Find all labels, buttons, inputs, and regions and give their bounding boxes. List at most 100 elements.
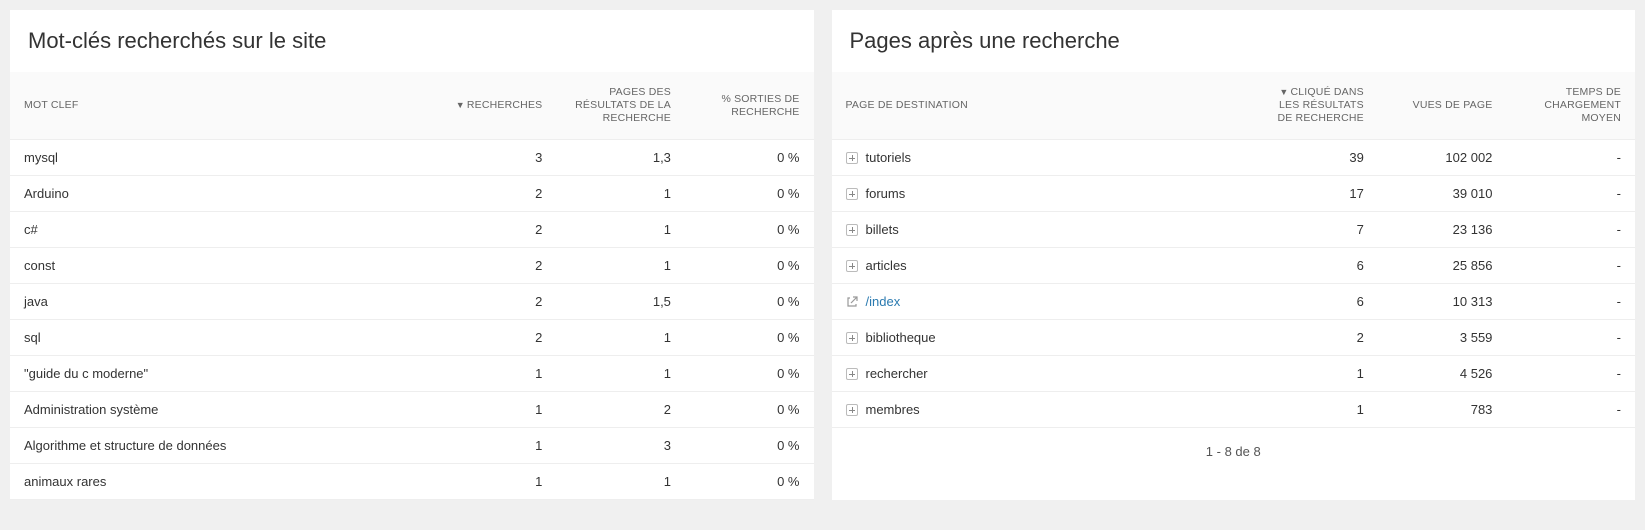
clicked-cell: 17 bbox=[1249, 176, 1378, 212]
exit_pct-cell: 0 % bbox=[685, 140, 814, 176]
col-keyword[interactable]: MOT CLEF bbox=[10, 72, 428, 140]
searches-cell: 3 bbox=[428, 140, 557, 176]
table-row[interactable]: billets723 136- bbox=[832, 212, 1636, 248]
keyword-cell: Algorithme et structure de données bbox=[10, 428, 428, 464]
destination-label: rechercher bbox=[866, 366, 928, 381]
results_pages-cell: 1 bbox=[556, 320, 685, 356]
expand-icon[interactable] bbox=[846, 404, 858, 416]
results_pages-cell: 1 bbox=[556, 212, 685, 248]
col-clicked[interactable]: ▼CLIQUÉ DANS LES RÉSULTATS DE RECHERCHE bbox=[1249, 72, 1378, 140]
expand-icon[interactable] bbox=[846, 188, 858, 200]
table-row[interactable]: "guide du c moderne"110 % bbox=[10, 356, 814, 392]
load-cell: - bbox=[1506, 212, 1635, 248]
searches-cell: 1 bbox=[428, 428, 557, 464]
col-searches[interactable]: ▼RECHERCHES bbox=[428, 72, 557, 140]
col-results-pages-label: PAGES DES RÉSULTATS DE LA RECHERCHE bbox=[575, 86, 671, 124]
table-row[interactable]: animaux rares110 % bbox=[10, 464, 814, 500]
col-clicked-label: CLIQUÉ DANS LES RÉSULTATS DE RECHERCHE bbox=[1277, 86, 1363, 124]
col-searches-label: RECHERCHES bbox=[467, 99, 543, 111]
keyword-cell: "guide du c moderne" bbox=[10, 356, 428, 392]
clicked-cell: 6 bbox=[1249, 284, 1378, 320]
pages-tbody: tutoriels39102 002-forums1739 010-billet… bbox=[832, 140, 1636, 428]
expand-icon[interactable] bbox=[846, 332, 858, 344]
results_pages-cell: 1 bbox=[556, 176, 685, 212]
keyword-cell: mysql bbox=[10, 140, 428, 176]
clicked-cell: 1 bbox=[1249, 392, 1378, 428]
destination-cell: bibliotheque bbox=[832, 320, 1250, 356]
views-cell: 10 313 bbox=[1378, 284, 1507, 320]
col-views[interactable]: VUES DE PAGE bbox=[1378, 72, 1507, 140]
table-row[interactable]: membres1783- bbox=[832, 392, 1636, 428]
load-cell: - bbox=[1506, 176, 1635, 212]
keyword-cell: Administration système bbox=[10, 392, 428, 428]
expand-icon[interactable] bbox=[846, 224, 858, 236]
table-row[interactable]: const210 % bbox=[10, 248, 814, 284]
table-row[interactable]: Algorithme et structure de données130 % bbox=[10, 428, 814, 464]
exit_pct-cell: 0 % bbox=[685, 464, 814, 500]
table-row[interactable]: bibliotheque23 559- bbox=[832, 320, 1636, 356]
table-row[interactable]: mysql31,30 % bbox=[10, 140, 814, 176]
results_pages-cell: 2 bbox=[556, 392, 685, 428]
destination-cell: billets bbox=[832, 212, 1250, 248]
table-row[interactable]: java21,50 % bbox=[10, 284, 814, 320]
col-views-label: VUES DE PAGE bbox=[1413, 99, 1493, 111]
searches-cell: 1 bbox=[428, 356, 557, 392]
pages-table: PAGE DE DESTINATION ▼CLIQUÉ DANS LES RÉS… bbox=[832, 72, 1636, 428]
table-row[interactable]: articles625 856- bbox=[832, 248, 1636, 284]
destination-label: billets bbox=[866, 222, 899, 237]
keywords-panel: Mot-clés recherchés sur le site MOT CLEF… bbox=[10, 10, 814, 500]
load-cell: - bbox=[1506, 140, 1635, 176]
col-destination-label: PAGE DE DESTINATION bbox=[846, 99, 968, 111]
keywords-tbody: mysql31,30 %Arduino210 %c#210 %const210 … bbox=[10, 140, 814, 500]
load-cell: - bbox=[1506, 356, 1635, 392]
col-destination[interactable]: PAGE DE DESTINATION bbox=[832, 72, 1250, 140]
col-exit-pct[interactable]: % SORTIES DE RECHERCHE bbox=[685, 72, 814, 140]
exit_pct-cell: 0 % bbox=[685, 392, 814, 428]
exit_pct-cell: 0 % bbox=[685, 320, 814, 356]
expand-icon[interactable] bbox=[846, 152, 858, 164]
load-cell: - bbox=[1506, 284, 1635, 320]
table-row[interactable]: c#210 % bbox=[10, 212, 814, 248]
clicked-cell: 1 bbox=[1249, 356, 1378, 392]
col-load-time-label: TEMPS DE CHARGEMENT MOYEN bbox=[1544, 86, 1621, 124]
col-keyword-label: MOT CLEF bbox=[24, 99, 79, 111]
destination-label: bibliotheque bbox=[866, 330, 936, 345]
keywords-title: Mot-clés recherchés sur le site bbox=[10, 10, 814, 72]
results_pages-cell: 1 bbox=[556, 248, 685, 284]
searches-cell: 2 bbox=[428, 212, 557, 248]
views-cell: 102 002 bbox=[1378, 140, 1507, 176]
views-cell: 4 526 bbox=[1378, 356, 1507, 392]
exit_pct-cell: 0 % bbox=[685, 356, 814, 392]
exit_pct-cell: 0 % bbox=[685, 212, 814, 248]
views-cell: 783 bbox=[1378, 392, 1507, 428]
table-row[interactable]: tutoriels 39102 002- bbox=[832, 140, 1636, 176]
keyword-cell: java bbox=[10, 284, 428, 320]
table-row[interactable]: Arduino210 % bbox=[10, 176, 814, 212]
col-load-time[interactable]: TEMPS DE CHARGEMENT MOYEN bbox=[1506, 72, 1635, 140]
searches-cell: 2 bbox=[428, 176, 557, 212]
pager-text: 1 - 8 de 8 bbox=[832, 428, 1636, 475]
views-cell: 23 136 bbox=[1378, 212, 1507, 248]
results_pages-cell: 3 bbox=[556, 428, 685, 464]
sort-desc-icon: ▼ bbox=[456, 100, 465, 111]
keyword-cell: sql bbox=[10, 320, 428, 356]
expand-icon[interactable] bbox=[846, 368, 858, 380]
destination-label: tutoriels bbox=[866, 150, 912, 165]
destination-label: articles bbox=[866, 258, 907, 273]
destination-cell: /index bbox=[832, 284, 1250, 320]
table-row[interactable]: Administration système120 % bbox=[10, 392, 814, 428]
destination-cell: forums bbox=[832, 176, 1250, 212]
table-row[interactable]: sql210 % bbox=[10, 320, 814, 356]
expand-icon[interactable] bbox=[846, 260, 858, 272]
keyword-cell: Arduino bbox=[10, 176, 428, 212]
table-row[interactable]: /index 610 313- bbox=[832, 284, 1636, 320]
table-row[interactable]: forums1739 010- bbox=[832, 176, 1636, 212]
searches-cell: 2 bbox=[428, 320, 557, 356]
load-cell: - bbox=[1506, 392, 1635, 428]
table-row[interactable]: rechercher 14 526- bbox=[832, 356, 1636, 392]
destination-cell: articles bbox=[832, 248, 1250, 284]
col-results-pages[interactable]: PAGES DES RÉSULTATS DE LA RECHERCHE bbox=[556, 72, 685, 140]
clicked-cell: 39 bbox=[1249, 140, 1378, 176]
destination-link[interactable]: /index bbox=[866, 294, 901, 309]
results_pages-cell: 1,3 bbox=[556, 140, 685, 176]
